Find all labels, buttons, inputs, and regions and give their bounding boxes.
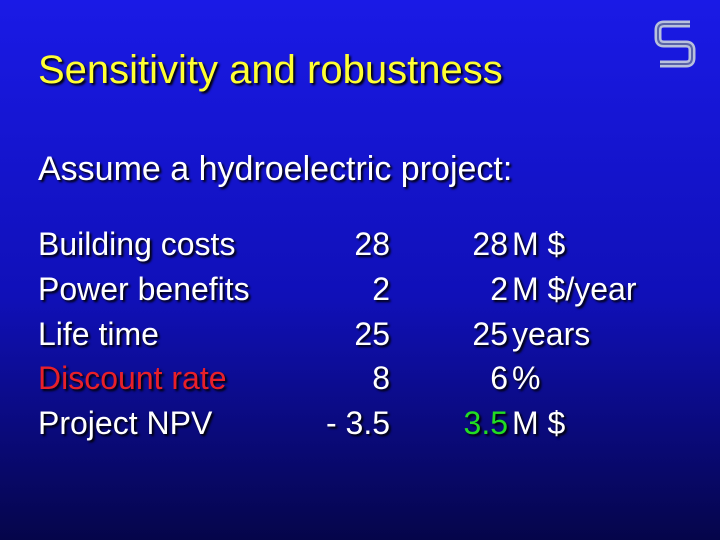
slide-title: Sensitivity and robustness (38, 48, 503, 92)
subtitle: Assume a hydroelectric project: (38, 150, 513, 188)
row-label: Discount rate (38, 360, 227, 396)
unit: years (512, 316, 591, 352)
value-a: 8 (372, 360, 390, 396)
unit: M $ (512, 226, 566, 262)
table-row: Building costs 28 28 M $ (0, 226, 720, 271)
value-a: - 3.5 (325, 405, 390, 441)
value-b: 6 (490, 360, 508, 396)
unit: M $/year (512, 271, 637, 307)
value-a: 28 (354, 226, 390, 262)
unit: M $ (512, 405, 566, 441)
value-a: 2 (372, 271, 390, 307)
table-row: Life time 25 25 years (0, 316, 720, 361)
value-b: 3.5 (463, 405, 508, 441)
unit: % (512, 360, 541, 396)
value-b: 2 (490, 271, 508, 307)
table-row: Power benefits 2 2 M $/year (0, 271, 720, 316)
row-label: Life time (38, 316, 159, 352)
value-a: 25 (354, 316, 390, 352)
value-b: 25 (472, 316, 508, 352)
row-label: Power benefits (38, 271, 250, 307)
table-row: Project NPV - 3.5 3.5 M $ (0, 405, 720, 450)
logo (654, 20, 696, 68)
row-label: Building costs (38, 226, 236, 262)
table-row: Discount rate 8 6% (0, 360, 720, 405)
value-b: 28 (472, 226, 508, 262)
row-label: Project NPV (38, 405, 213, 441)
